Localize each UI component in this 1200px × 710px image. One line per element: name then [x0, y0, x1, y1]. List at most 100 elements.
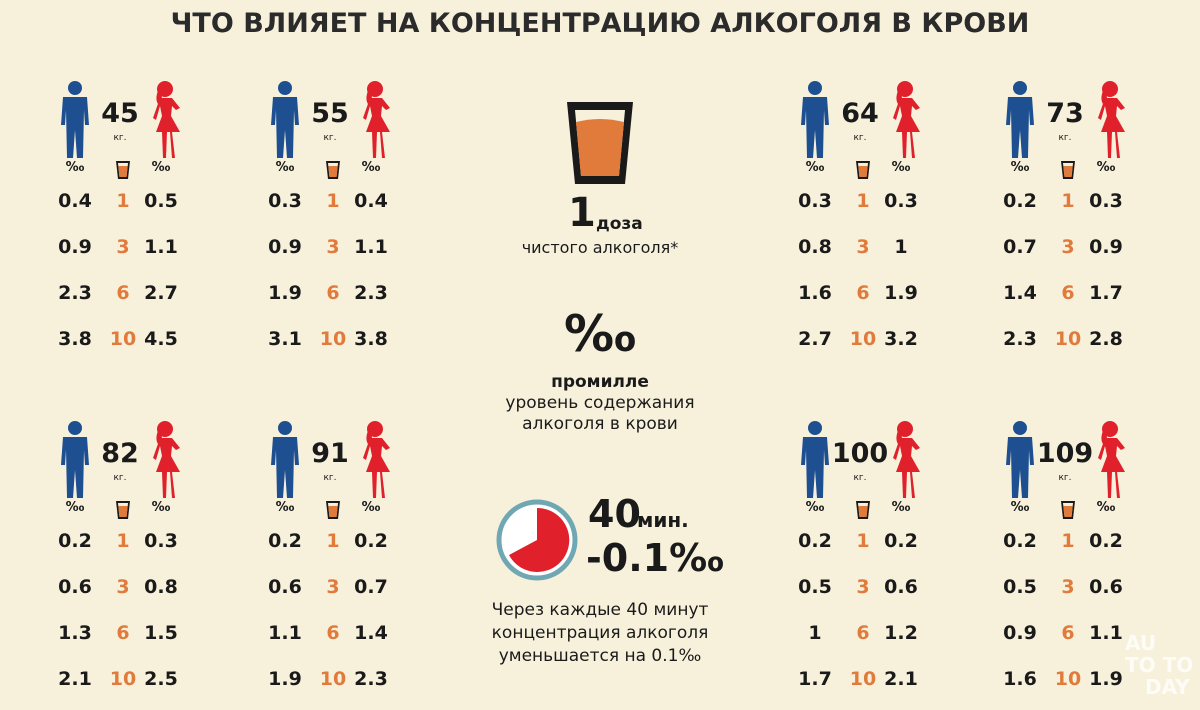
permille-header: ‰ — [1096, 500, 1116, 515]
glass-icon — [855, 500, 871, 524]
weight: 91 — [311, 438, 349, 469]
permille-header: ‰ — [275, 160, 295, 175]
permille-desc: алкоголя в крови — [522, 414, 678, 434]
female-value: 1 — [894, 236, 908, 258]
female-value: 2.5 — [144, 668, 178, 690]
dose-value: 3 — [1061, 576, 1075, 598]
female-value: 1.1 — [1089, 622, 1123, 644]
male-value: 2.3 — [1003, 328, 1037, 350]
female-value: 0.2 — [884, 530, 918, 552]
permille-header: ‰ — [151, 500, 171, 515]
male-value: 1.6 — [1003, 668, 1037, 690]
glass-icon — [115, 500, 131, 524]
dose-value: 1 — [856, 530, 870, 552]
female-value: 0.5 — [144, 190, 178, 212]
female-icon — [360, 80, 394, 164]
dose-value: 1 — [116, 190, 130, 212]
glass-icon — [325, 500, 341, 524]
female-value: 3.2 — [884, 328, 918, 350]
female-value: 0.3 — [144, 530, 178, 552]
glass-icon — [567, 102, 633, 184]
female-value: 3.8 — [354, 328, 388, 350]
dose-value: 10 — [109, 668, 137, 690]
watermark-text: TO — [1162, 653, 1194, 677]
permille-header: ‰ — [151, 160, 171, 175]
dose-value: 6 — [326, 622, 340, 644]
female-value: 1.1 — [144, 236, 178, 258]
male-value: 0.6 — [268, 576, 302, 598]
dose-value: 1 — [856, 190, 870, 212]
female-value: 0.8 — [144, 576, 178, 598]
dose-value: 6 — [326, 282, 340, 304]
clock-icon — [496, 499, 578, 581]
male-icon — [1005, 420, 1035, 504]
permille-header: ‰ — [275, 500, 295, 515]
watermark: AU TO TO DAY — [1125, 632, 1193, 698]
female-value: 2.3 — [354, 282, 388, 304]
dose-value: 10 — [849, 668, 877, 690]
watermark-text: AU — [1125, 631, 1157, 655]
female-value: 1.1 — [354, 236, 388, 258]
dose-value: 1 — [326, 530, 340, 552]
glass-icon — [115, 160, 131, 184]
weight: 82 — [101, 438, 139, 469]
female-value: 0.2 — [1089, 530, 1123, 552]
dose-number: 1 — [568, 190, 596, 236]
permille-big: ‰ — [564, 305, 636, 363]
male-value: 0.3 — [798, 190, 832, 212]
weight: 55 — [311, 98, 349, 129]
female-value: 2.3 — [354, 668, 388, 690]
female-icon — [890, 80, 924, 164]
weight-panel: 64 кг. ‰ ‰ 0.3 1 0.3 0.8 3 1 1.6 6 1.9 2.7 10 3.2 — [795, 78, 955, 368]
weight-panel: 73 кг. ‰ ‰ 0.2 1 0.3 0.7 3 0.9 1.4 6 1.7 2.3 10 2.8 — [1000, 78, 1160, 368]
minutes: 40 — [588, 492, 641, 536]
permille-header: ‰ — [1010, 500, 1030, 515]
male-value: 0.5 — [798, 576, 832, 598]
dose-value: 1 — [326, 190, 340, 212]
male-icon — [800, 80, 830, 164]
glass-icon — [325, 160, 341, 184]
male-value: 0.3 — [268, 190, 302, 212]
weight-panel: 91 кг. ‰ ‰ 0.2 1 0.2 0.6 3 0.7 1.1 6 1.4 1.9 10 2.3 — [265, 418, 425, 708]
female-icon — [1095, 80, 1129, 164]
male-value: 1.4 — [1003, 282, 1037, 304]
weight: 109 — [1036, 438, 1094, 469]
weight-unit: кг. — [323, 133, 337, 143]
dose-value: 10 — [1054, 328, 1082, 350]
male-value: 0.9 — [1003, 622, 1037, 644]
dose-word: доза — [596, 214, 643, 234]
male-value: 1.9 — [268, 668, 302, 690]
weight-panel: 55 кг. ‰ ‰ 0.3 1 0.4 0.9 3 1.1 1.9 6 2.3 3.1 10 3.8 — [265, 78, 425, 368]
weight-panel: 100 кг. ‰ ‰ 0.2 1 0.2 0.5 3 0.6 1 6 1.2 1.7 10 2.1 — [795, 418, 955, 708]
male-icon — [1005, 80, 1035, 164]
male-value: 1.3 — [58, 622, 92, 644]
male-value: 0.7 — [1003, 236, 1037, 258]
male-value: 3.1 — [268, 328, 302, 350]
permille-header: ‰ — [1010, 160, 1030, 175]
dose-value: 3 — [116, 236, 130, 258]
female-value: 0.6 — [1089, 576, 1123, 598]
male-value: 1.1 — [268, 622, 302, 644]
male-value: 0.2 — [58, 530, 92, 552]
caption: уменьшается на 0.1‰ — [498, 646, 702, 666]
female-icon — [890, 420, 924, 504]
female-icon — [360, 420, 394, 504]
female-value: 0.2 — [354, 530, 388, 552]
dose-value: 3 — [1061, 236, 1075, 258]
dose-value: 3 — [326, 236, 340, 258]
female-value: 4.5 — [144, 328, 178, 350]
male-icon — [60, 420, 90, 504]
weight: 100 — [831, 438, 889, 469]
male-value: 0.2 — [798, 530, 832, 552]
female-icon — [1095, 420, 1129, 504]
female-value: 1.4 — [354, 622, 388, 644]
male-value: 1.9 — [268, 282, 302, 304]
permille-header: ‰ — [361, 500, 381, 515]
permille-header: ‰ — [1096, 160, 1116, 175]
female-icon — [150, 420, 184, 504]
weight: 64 — [841, 98, 879, 129]
weight-panel: 45 кг. ‰ ‰ 0.4 1 0.5 0.9 3 1.1 2.3 6 2.7 3.8 10 4.5 — [55, 78, 215, 368]
female-value: 0.3 — [1089, 190, 1123, 212]
female-value: 1.2 — [884, 622, 918, 644]
permille-header: ‰ — [361, 160, 381, 175]
